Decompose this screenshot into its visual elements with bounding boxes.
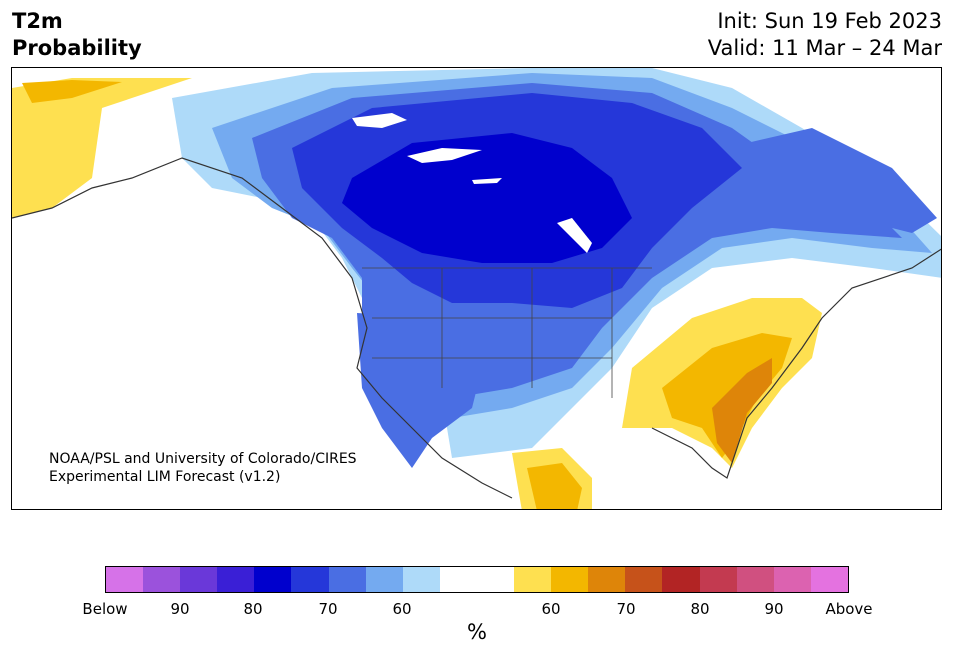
colorbar-segment	[328, 567, 366, 592]
colorbar-segment	[291, 567, 329, 592]
map-canvas	[12, 68, 941, 509]
great-slave-lake	[407, 148, 482, 163]
colorbar-segment	[551, 567, 589, 592]
region-below-strong	[342, 133, 632, 263]
credit-line2: Experimental LIM Forecast (v1.2)	[49, 469, 281, 485]
tick-label: 70	[616, 600, 636, 618]
colorbar-segment	[662, 567, 700, 592]
colorbar-segment	[365, 567, 403, 592]
tick-label: 80	[243, 600, 263, 618]
lake-athabasca	[472, 178, 502, 184]
colorbar-segment	[180, 567, 218, 592]
region-above-80	[712, 358, 772, 463]
lake-winnipeg	[557, 218, 592, 253]
colorbar-segment	[143, 567, 181, 592]
state-borders	[362, 267, 652, 398]
colorbar-segment	[476, 567, 515, 592]
region-below-80-b	[357, 313, 482, 468]
tick-label: 90	[764, 600, 784, 618]
colorbar-segment	[254, 567, 292, 592]
tick-label: Above	[825, 600, 873, 618]
colorbar-segment	[699, 567, 737, 592]
region-above-alaska	[12, 78, 192, 218]
colorbar	[105, 566, 849, 593]
forecast-dates: Init: Sun 19 Feb 2023 Valid: 11 Mar – 24…	[708, 8, 942, 62]
region-above-alaska-mid	[22, 80, 122, 103]
colorbar-segment	[106, 567, 144, 592]
great-bear-lake	[352, 113, 407, 128]
colorbar-segment	[439, 567, 477, 592]
tick-label: 60	[541, 600, 561, 618]
tick-label: 60	[392, 600, 412, 618]
coastline	[12, 157, 941, 499]
region-above-mexico-mid	[527, 463, 582, 509]
colorbar-unit: %	[467, 620, 487, 644]
tick-label: 80	[690, 600, 710, 618]
credit-text: NOAA/PSL and University of Colorado/CIRE…	[49, 450, 357, 486]
colorbar-segment	[773, 567, 811, 592]
valid-range: Valid: 11 Mar – 24 Mar	[707, 36, 942, 60]
colorbar-segment	[736, 567, 774, 592]
map-title: T2m Probability	[12, 8, 142, 62]
probability-map	[11, 67, 942, 510]
colorbar-segment	[810, 567, 848, 592]
tick-label: 70	[318, 600, 338, 618]
region-below-80-c	[747, 128, 937, 233]
colorbar-segment	[514, 567, 552, 592]
tick-label: 90	[170, 600, 190, 618]
map-title-line1: T2m	[12, 9, 63, 33]
map-title-line2: Probability	[12, 36, 142, 60]
colorbar-segment	[588, 567, 626, 592]
tick-label: Below	[82, 600, 128, 618]
colorbar-segment	[217, 567, 255, 592]
colorbar-segment	[625, 567, 663, 592]
credit-line1: NOAA/PSL and University of Colorado/CIRE…	[49, 451, 357, 467]
init-date: Init: Sun 19 Feb 2023	[717, 9, 942, 33]
colorbar-segment	[402, 567, 440, 592]
